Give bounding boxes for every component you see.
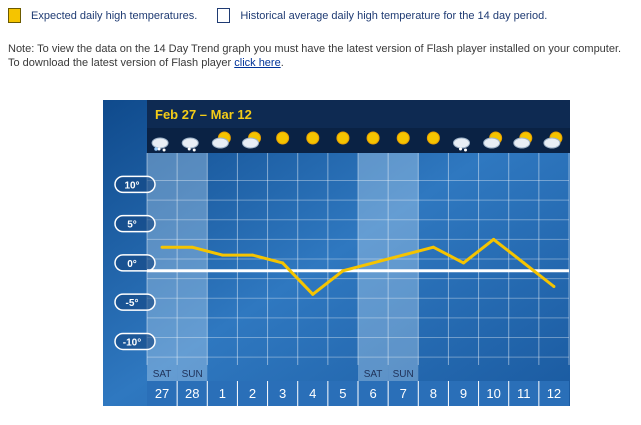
weekend-column (388, 153, 419, 406)
day-label: 2 (249, 386, 256, 401)
y-tick-label: 10° (124, 180, 139, 191)
y-tick-pill (114, 254, 156, 272)
sunny-icon (396, 131, 410, 145)
day-label: 1 (219, 386, 226, 401)
sunny-icon (366, 131, 380, 145)
expected-temp-point (190, 245, 194, 249)
snowflake-icon (192, 148, 196, 152)
y-tick-label: -10° (123, 337, 141, 348)
partly-sunny-icon (483, 137, 501, 149)
historical-avg-legend-label: Historical average daily high temperatur… (240, 9, 548, 22)
expected-temp-swatch (8, 8, 21, 23)
day-label: 8 (430, 386, 437, 401)
expected-temp-point (371, 261, 375, 265)
day-label: 12 (547, 386, 561, 401)
y-tick-pill (114, 175, 156, 194)
expected-temp-point (220, 253, 224, 257)
y-tick-pill (114, 332, 156, 351)
expected-temp-point (401, 253, 405, 257)
y-tick-pill (114, 214, 156, 233)
expected-temp-legend-label: Expected daily high temperatures. (31, 9, 198, 22)
icon-header-bar (147, 128, 570, 153)
snowflake-icon (459, 147, 462, 151)
day-label: 7 (400, 386, 407, 401)
day-label: 27 (155, 386, 169, 401)
day-label: 5 (339, 386, 346, 401)
partly-sunny-icon (211, 137, 229, 149)
expected-temp-point (492, 237, 496, 241)
expected-temp-point (431, 245, 435, 249)
weekday-label: SUN (182, 369, 203, 380)
flash-note: Note: To view the data on the 14 Day Tre… (8, 42, 634, 70)
expected-temp-point (251, 253, 254, 257)
expected-temp-point (341, 269, 345, 273)
y-tick-label: 0° (127, 259, 137, 270)
snowflake-icon (157, 147, 161, 151)
snow-cloud-icon (453, 137, 470, 149)
snowflake-icon (464, 148, 467, 152)
day-label: 4 (309, 386, 316, 401)
snow-cloud-icon (181, 137, 199, 149)
trend-widget: Feb 27 – Mar 12 10° 5° 0° -5° -10° SAT SUN SAT SU… (103, 100, 570, 406)
date-header-bar (147, 100, 570, 128)
day-label: 6 (369, 386, 376, 401)
expected-temp-point (160, 245, 164, 249)
day-label: 3 (279, 386, 286, 401)
day-label: 10 (486, 386, 500, 401)
weekend-column (147, 153, 178, 406)
historical-avg-swatch (217, 8, 231, 23)
expected-temp-point (462, 261, 465, 265)
day-label: 28 (185, 386, 199, 401)
y-tick-pill (114, 293, 156, 311)
snowflake-icon (162, 148, 166, 152)
partly-sunny-icon (242, 137, 259, 149)
y-tick-label: 5° (127, 220, 137, 231)
weekday-label: SAT (153, 369, 172, 380)
weekend-column (177, 153, 208, 406)
partly-sunny-icon (513, 137, 531, 149)
sunny-icon (306, 131, 320, 145)
rain-snow-cloud-icon (151, 137, 169, 149)
flash-download-link[interactable]: click here (234, 57, 281, 69)
expected-temp-point (311, 292, 315, 296)
weekend-column (358, 153, 389, 406)
day-label: 11 (517, 386, 531, 401)
partly-sunny-icon (543, 137, 561, 149)
day-label: 9 (460, 386, 467, 401)
flash-note-suffix: . (280, 57, 284, 69)
sunny-icon (426, 131, 440, 145)
expected-temp-line (162, 237, 555, 296)
snowflake-icon (187, 147, 191, 151)
expected-temp-point (552, 284, 556, 288)
expected-temp-point (522, 261, 526, 265)
sunny-icon (336, 131, 350, 145)
weekday-label: SUN (393, 369, 414, 380)
y-tick-label: -5° (126, 298, 139, 309)
raindrop-icon (154, 147, 158, 151)
sunny-icon (276, 131, 290, 145)
legend: Expected daily high temperatures. Histor… (8, 8, 547, 23)
flash-note-text: Note: To view the data on the 14 Day Tre… (8, 43, 622, 69)
expected-temp-point (281, 261, 285, 265)
date-range-label: Feb 27 – Mar 12 (155, 107, 252, 122)
trend-chart: Feb 27 – Mar 12 10° 5° 0° -5° -10° SAT SUN SAT SU… (103, 100, 570, 406)
weekday-label: SAT (364, 369, 383, 380)
